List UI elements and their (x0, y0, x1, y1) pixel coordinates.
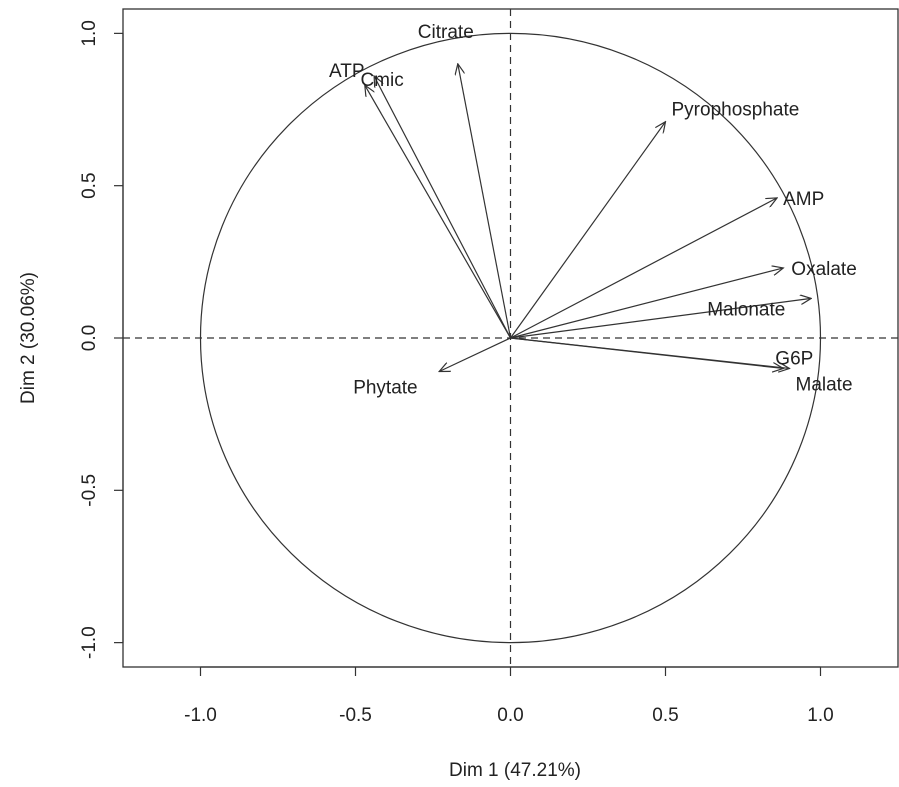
label-phytate: Phytate (353, 378, 417, 399)
label-citrate: Citrate (418, 22, 474, 43)
arrow-citrate (458, 64, 512, 339)
x-tick-label: 0.0 (497, 705, 523, 726)
arrow-atp (365, 85, 512, 339)
y-tick-label: 0.0 (79, 325, 100, 351)
unit-circle-layer (199, 32, 822, 644)
arrow-phytate (439, 337, 511, 372)
x-tick-label: -1.0 (184, 705, 217, 726)
arrow-amp (510, 198, 778, 339)
label-g6p: G6P (775, 348, 813, 369)
x-axis-title: Dim 1 (47.21%) (449, 760, 581, 781)
y-tick-label: -0.5 (79, 474, 100, 507)
x-tick-label: 1.0 (807, 705, 833, 726)
y-tick-label: 0.5 (79, 172, 100, 198)
x-axis: -1.0 -0.5 0.0 0.5 1.0 (184, 666, 834, 726)
x-tick-label: 0.5 (652, 705, 678, 726)
arrow-pyrophosphate (510, 122, 666, 339)
unit-circle (199, 32, 822, 644)
y-tick-label: 1.0 (79, 20, 100, 46)
y-axis: -1.0 -0.5 0.0 0.5 1.0 (79, 20, 124, 659)
variable-arrows (365, 64, 811, 372)
label-cmic: Cmic (360, 70, 403, 91)
arrow-malate (510, 337, 790, 368)
arrow-oxalate (510, 268, 784, 339)
label-pyrophosphate: Pyrophosphate (672, 100, 800, 121)
label-amp: AMP (783, 189, 824, 210)
y-axis-title: Dim 2 (30.06%) (18, 272, 39, 404)
label-malonate: Malonate (707, 299, 785, 320)
label-atp: ATP (329, 61, 365, 82)
label-malate: Malate (796, 374, 853, 395)
arrow-cmic (374, 76, 512, 339)
y-tick-label: -1.0 (79, 626, 100, 659)
x-tick-label: -0.5 (339, 705, 372, 726)
arrow-malonate (510, 298, 812, 339)
label-oxalate: Oxalate (791, 259, 856, 280)
